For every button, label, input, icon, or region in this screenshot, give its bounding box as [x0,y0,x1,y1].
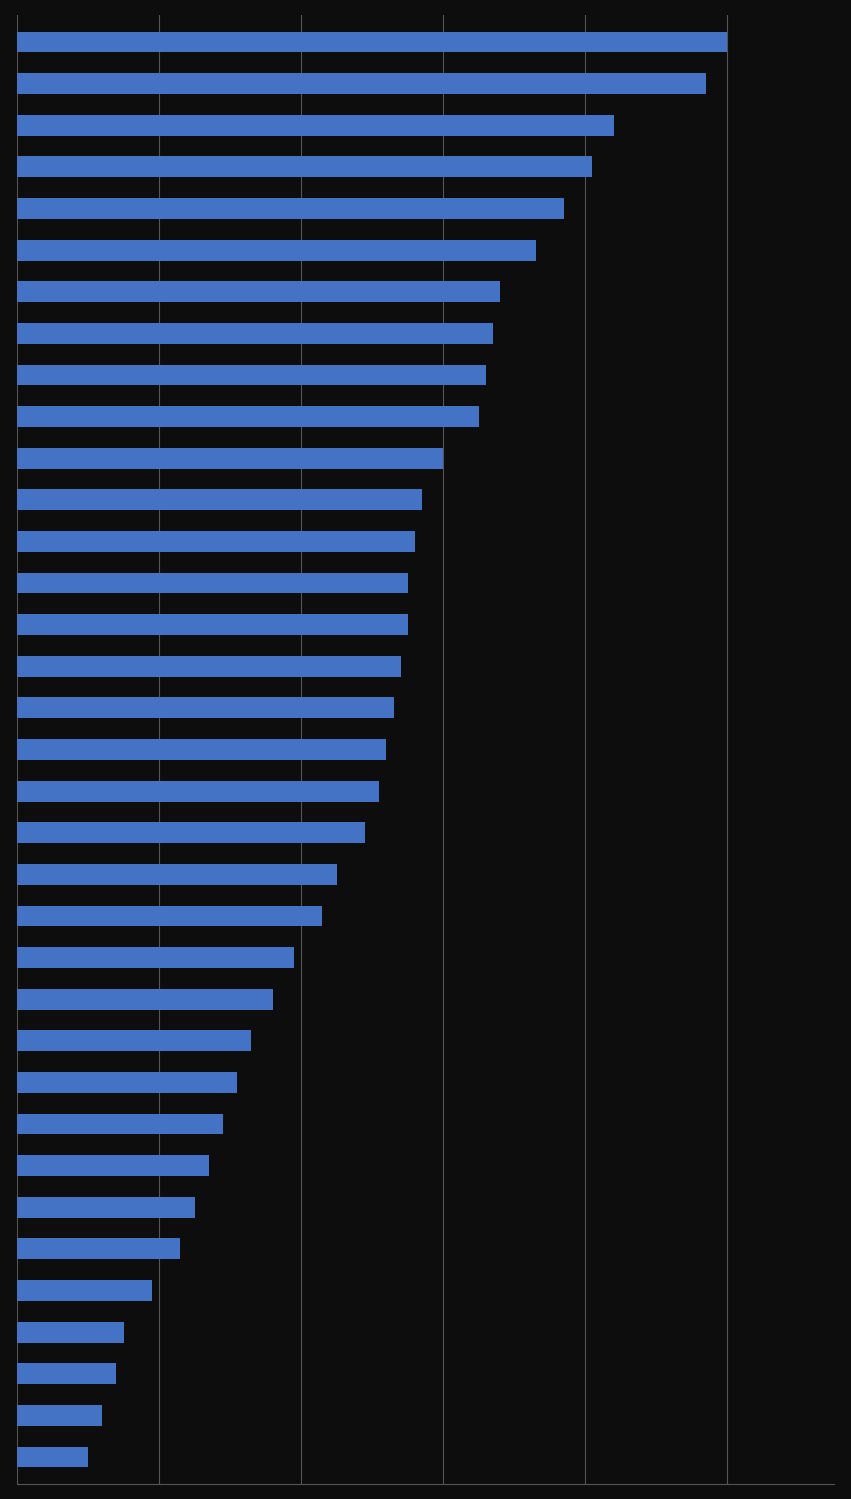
Bar [17,739,386,760]
Bar [17,1405,102,1426]
Bar [17,115,614,136]
Bar [17,448,443,469]
Bar [17,156,592,177]
Bar [17,322,493,343]
Bar [17,863,337,884]
Bar [17,947,294,968]
Bar [17,1114,223,1135]
Bar [17,406,479,427]
Bar [17,1030,251,1051]
Bar [17,364,486,385]
Bar [17,240,535,261]
Bar [17,1072,237,1093]
Bar [17,198,564,219]
Bar [17,1447,88,1468]
Bar [17,31,728,52]
Bar [17,1322,123,1343]
Bar [17,573,408,594]
Bar [17,657,401,676]
Bar [17,697,393,718]
Bar [17,282,500,303]
Bar [17,823,365,842]
Bar [17,905,323,926]
Bar [17,1238,180,1259]
Bar [17,1363,117,1384]
Bar [17,531,414,552]
Bar [17,781,380,802]
Bar [17,1280,152,1301]
Bar [17,489,422,510]
Bar [17,1156,208,1177]
Bar [17,615,408,636]
Bar [17,1196,195,1217]
Bar [17,73,706,94]
Bar [17,989,273,1010]
